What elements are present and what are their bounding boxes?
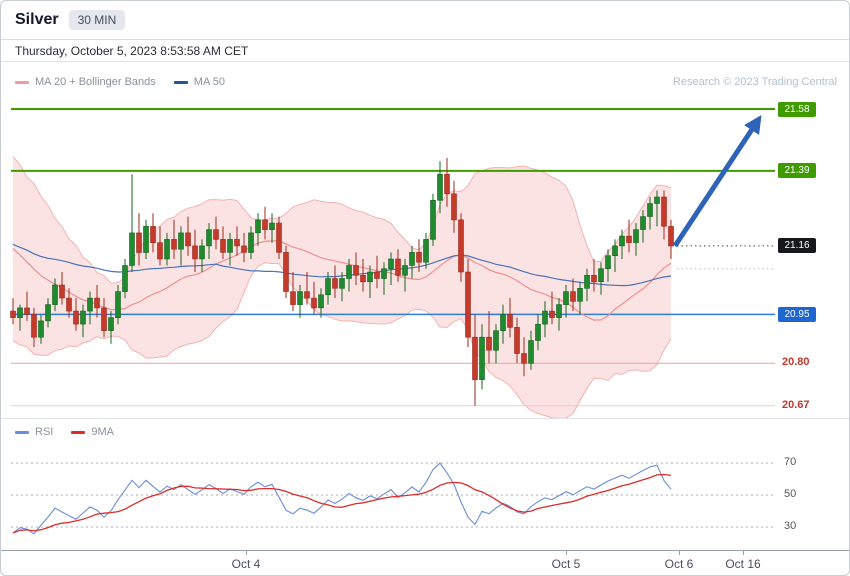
time-axis-tick bbox=[743, 551, 744, 555]
time-axis-tick bbox=[246, 551, 247, 555]
ma50-swatch-icon bbox=[173, 80, 188, 84]
main-chart-legend: MA 20 + Bollinger Bands MA 50 bbox=[15, 76, 225, 88]
watermark: Research © 2023 Trading Central bbox=[672, 76, 837, 88]
ma50-label: MA 50 bbox=[193, 76, 225, 88]
main-chart-canvas[interactable] bbox=[1, 62, 849, 423]
timeframe-badge[interactable]: 30 MIN bbox=[68, 10, 126, 30]
legend-item-ma20-bollinger[interactable]: MA 20 + Bollinger Bands bbox=[15, 76, 156, 88]
rsi-label: RSI bbox=[35, 426, 54, 438]
time-axis-label-oct-5: Oct 5 bbox=[551, 557, 581, 571]
time-axis-label-oct-4: Oct 4 bbox=[231, 557, 261, 571]
time-axis-label-oct-16: Oct 16 bbox=[725, 557, 761, 571]
ma20-bollinger-label: MA 20 + Bollinger Bands bbox=[35, 76, 156, 88]
nine-ma-swatch-icon bbox=[71, 430, 86, 434]
time-axis-tick bbox=[679, 551, 680, 555]
rsi-swatch-icon bbox=[15, 430, 29, 434]
datetime-text: Thursday, October 5, 2023 8:53:58 AM CET bbox=[15, 43, 249, 58]
legend-item-9ma[interactable]: 9MA bbox=[71, 426, 114, 438]
rsi-canvas[interactable] bbox=[1, 419, 849, 556]
header: Silver 30 MIN bbox=[1, 1, 849, 40]
datetime-bar: Thursday, October 5, 2023 8:53:58 AM CET bbox=[1, 40, 849, 62]
nine-ma-label: 9MA bbox=[91, 426, 114, 438]
rsi-legend: RSI 9MA bbox=[15, 426, 114, 438]
legend-item-ma50[interactable]: MA 50 bbox=[173, 76, 225, 88]
instrument-title: Silver bbox=[15, 11, 59, 28]
time-axis[interactable]: Oct 4 Oct 5 Oct 6 Oct 16 bbox=[1, 550, 849, 575]
price-chart-region: MA 20 + Bollinger Bands MA 50 Research ©… bbox=[1, 62, 849, 420]
ma20-bollinger-swatch-icon bbox=[15, 80, 29, 84]
time-axis-label-oct-6: Oct 6 bbox=[664, 557, 694, 571]
legend-item-rsi[interactable]: RSI bbox=[15, 426, 53, 438]
time-axis-tick bbox=[566, 551, 567, 555]
rsi-panel: RSI 9MA 70 50 30 bbox=[1, 418, 849, 550]
